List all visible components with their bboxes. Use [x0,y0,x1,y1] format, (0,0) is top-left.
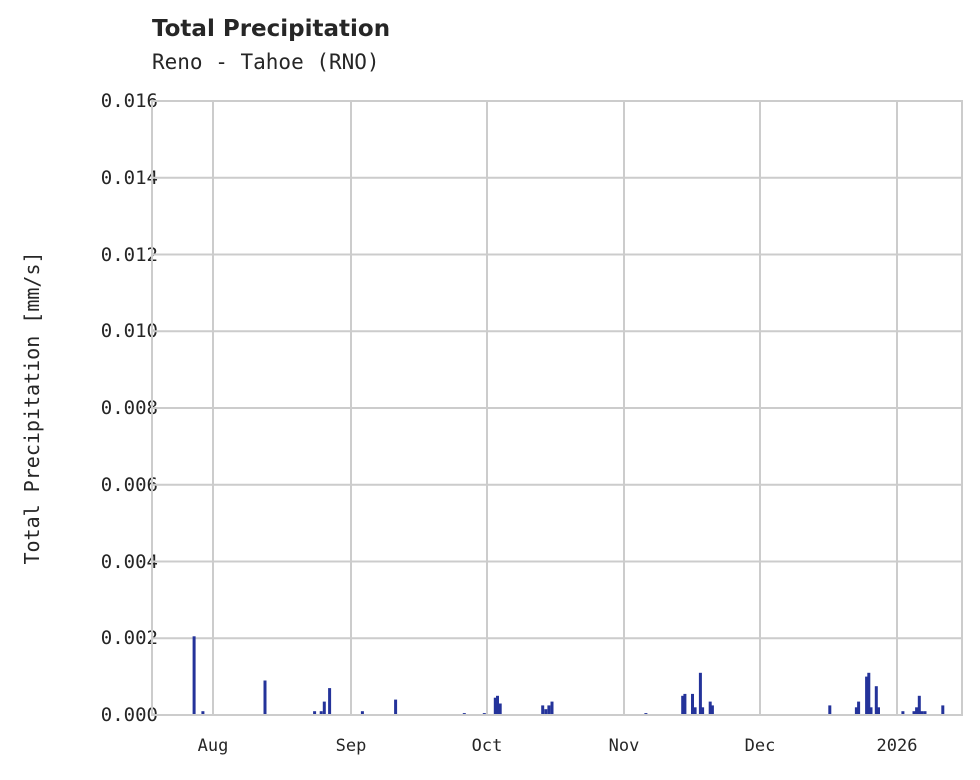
precipitation-bar [854,707,858,715]
precipitation-bar [912,711,916,715]
precipitation-bar [201,711,205,715]
precipitation-bar [901,711,905,715]
precipitation-bar [920,711,924,715]
precipitation-bar [498,703,502,715]
y-tick-label: 0.016 [100,90,158,112]
precipitation-bar [681,695,685,715]
precipitation-bar [701,707,705,715]
precipitation-bar [319,711,323,715]
precipitation-bar [328,688,332,715]
precipitation-bar [708,701,712,715]
y-tick-label: 0.010 [100,320,158,343]
precipitation-bar [698,672,702,715]
x-tick-label: Oct [471,736,503,756]
y-tick-label: 0.014 [100,166,158,189]
precipitation-bars [192,636,945,715]
precipitation-bar [394,699,398,715]
precipitation-bar [322,701,326,715]
y-tick-label: 0.000 [100,704,158,726]
plot-frame [151,100,963,716]
precipitation-bar [691,693,694,715]
x-tick-label: 2026 [876,736,918,756]
y-tick-label: 0.002 [100,627,158,650]
x-tick-label: Nov [608,736,640,756]
precipitation-bar [693,707,697,715]
precipitation-bar [915,707,919,715]
precipitation-bar [263,680,267,715]
precipitation-bar [360,711,364,715]
y-tick-label: 0.004 [100,550,158,573]
precipitation-bar [917,695,921,715]
precipitation-bar [541,705,545,715]
precipitation-bar [192,636,196,715]
precipitation-bar [874,686,878,715]
precipitation-bar [683,693,687,715]
x-tick-label: Sep [335,736,367,756]
precipitation-bar [867,672,871,715]
precipitation-bar [923,711,927,715]
x-tick-label: Aug [197,736,229,756]
chart-title: Total Precipitation [152,16,391,42]
y-tick-label: 0.012 [100,243,158,266]
precipitation-bar [544,709,548,715]
precipitation-bar [547,705,551,715]
precipitation-bar [941,705,945,715]
precipitation-bar [877,707,880,715]
precipitation-bar [857,701,861,715]
gridlines [152,100,962,716]
y-tick-label: 0.006 [100,473,158,496]
precipitation-bar [828,705,832,715]
precipitation-bar [550,701,554,715]
precipitation-bar [869,707,873,715]
y-tick-label: 0.008 [100,397,158,419]
precipitation-bar [493,697,497,715]
precipitation-bar [865,676,869,715]
precipitation-bar [313,711,317,715]
precipitation-bar [496,695,499,715]
x-tick-label: Dec [744,736,776,756]
precipitation-bar [710,705,714,715]
chart-subtitle: Reno - Tahoe (RNO) [152,50,380,74]
